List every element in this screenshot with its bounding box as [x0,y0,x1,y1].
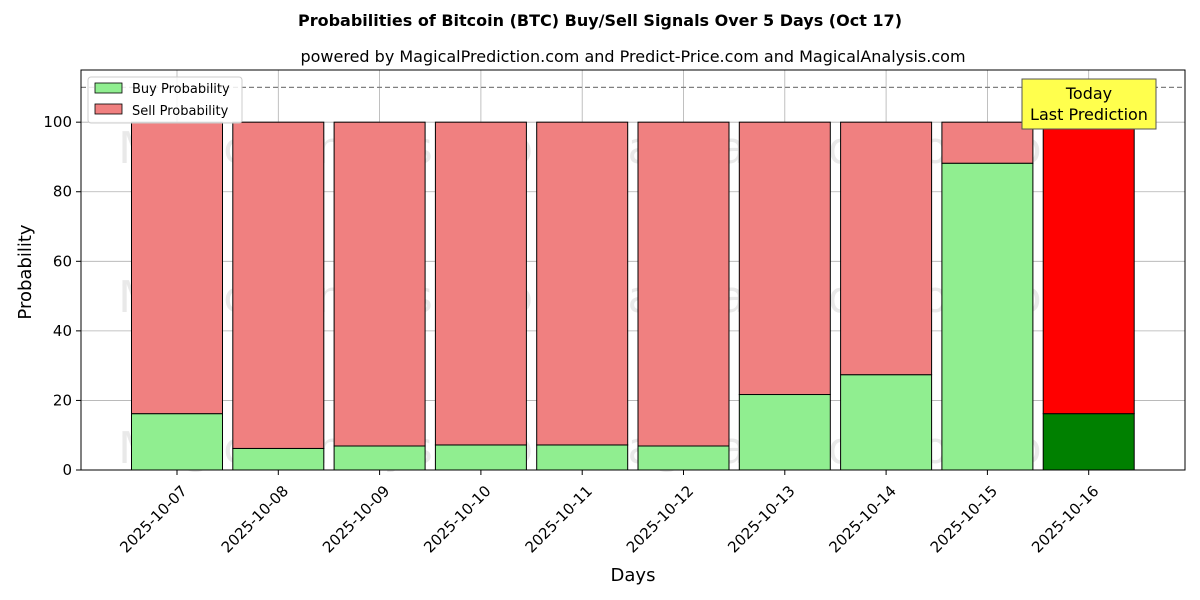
bars [131,121,1135,471]
legend-box [87,76,243,124]
sell-bar-2025-10-12 [637,121,730,447]
sell-bar-2025-10-10 [434,121,527,446]
x-tick-label: 2025-10-11 [522,482,596,556]
buy-bar-2025-10-16 [1042,413,1135,471]
y-tick-label: 60 [53,252,72,270]
chart-title: Probabilities of Bitcoin (BTC) Buy/Sell … [298,11,902,30]
x-tick-label: 2025-10-13 [724,482,798,556]
y-tick-label: 0 [62,461,72,479]
annotation-line1: Today [1065,84,1112,103]
x-axis: 2025-10-07 2025-10-08 2025-10-09 2025-10-10… [116,470,1102,556]
sell-bar-2025-10-16 [1042,121,1135,415]
sell-bar-2025-10-09 [333,121,426,447]
x-tick-label: 2025-10-10 [420,482,494,556]
legend-sell-swatch [94,103,123,115]
sell-bar-2025-10-15 [941,121,1034,164]
sell-bar-2025-10-11 [536,121,629,446]
x-tick-label: 2025-10-15 [927,482,1001,556]
buy-bar-2025-10-07 [131,413,223,471]
buy-bar-2025-10-14 [840,374,933,471]
y-tick-label: 100 [43,113,72,131]
y-axis: 0 20 40 60 80 100 [43,113,81,479]
buy-bar-2025-10-11 [536,444,629,471]
buy-bar-2025-10-13 [738,394,831,471]
sell-bar-2025-10-08 [232,121,325,449]
annotation-box [1021,78,1157,130]
y-tick-label: 40 [53,322,72,340]
y-tick-label: 80 [53,183,72,201]
legend-sell-label: Sell Probability [132,104,229,119]
legend-buy-swatch [94,82,123,94]
plot-area [80,69,1186,471]
sell-bar-2025-10-13 [738,121,831,396]
buy-bar-2025-10-08 [232,447,325,471]
x-axis-label: Days [611,565,656,586]
x-tick-label: 2025-10-12 [623,482,697,556]
annotation-line2: Last Prediction [1030,105,1148,124]
sell-bar-2025-10-14 [840,121,933,376]
chart-subtitle: powered by MagicalPrediction.com and Pre… [300,47,965,66]
buy-bar-2025-10-10 [434,444,527,471]
legend-buy-label: Buy Probability [132,82,230,97]
buy-bar-2025-10-12 [637,445,730,471]
legend: Buy Probability Sell Probability [87,76,243,124]
sell-bar-2025-10-07 [131,121,223,415]
today-annotation: Today Last Prediction [1021,78,1157,130]
x-tick-label: 2025-10-09 [319,482,393,556]
buy-bar-2025-10-09 [333,445,426,471]
x-tick-label: 2025-10-08 [218,482,292,556]
x-tick-label: 2025-10-16 [1028,482,1102,556]
x-tick-label: 2025-10-14 [825,482,899,556]
y-tick-label: 20 [53,391,72,409]
y-axis-label: Probability [15,224,36,319]
buy-bar-2025-10-15 [941,162,1034,471]
x-tick-label: 2025-10-07 [116,482,190,556]
